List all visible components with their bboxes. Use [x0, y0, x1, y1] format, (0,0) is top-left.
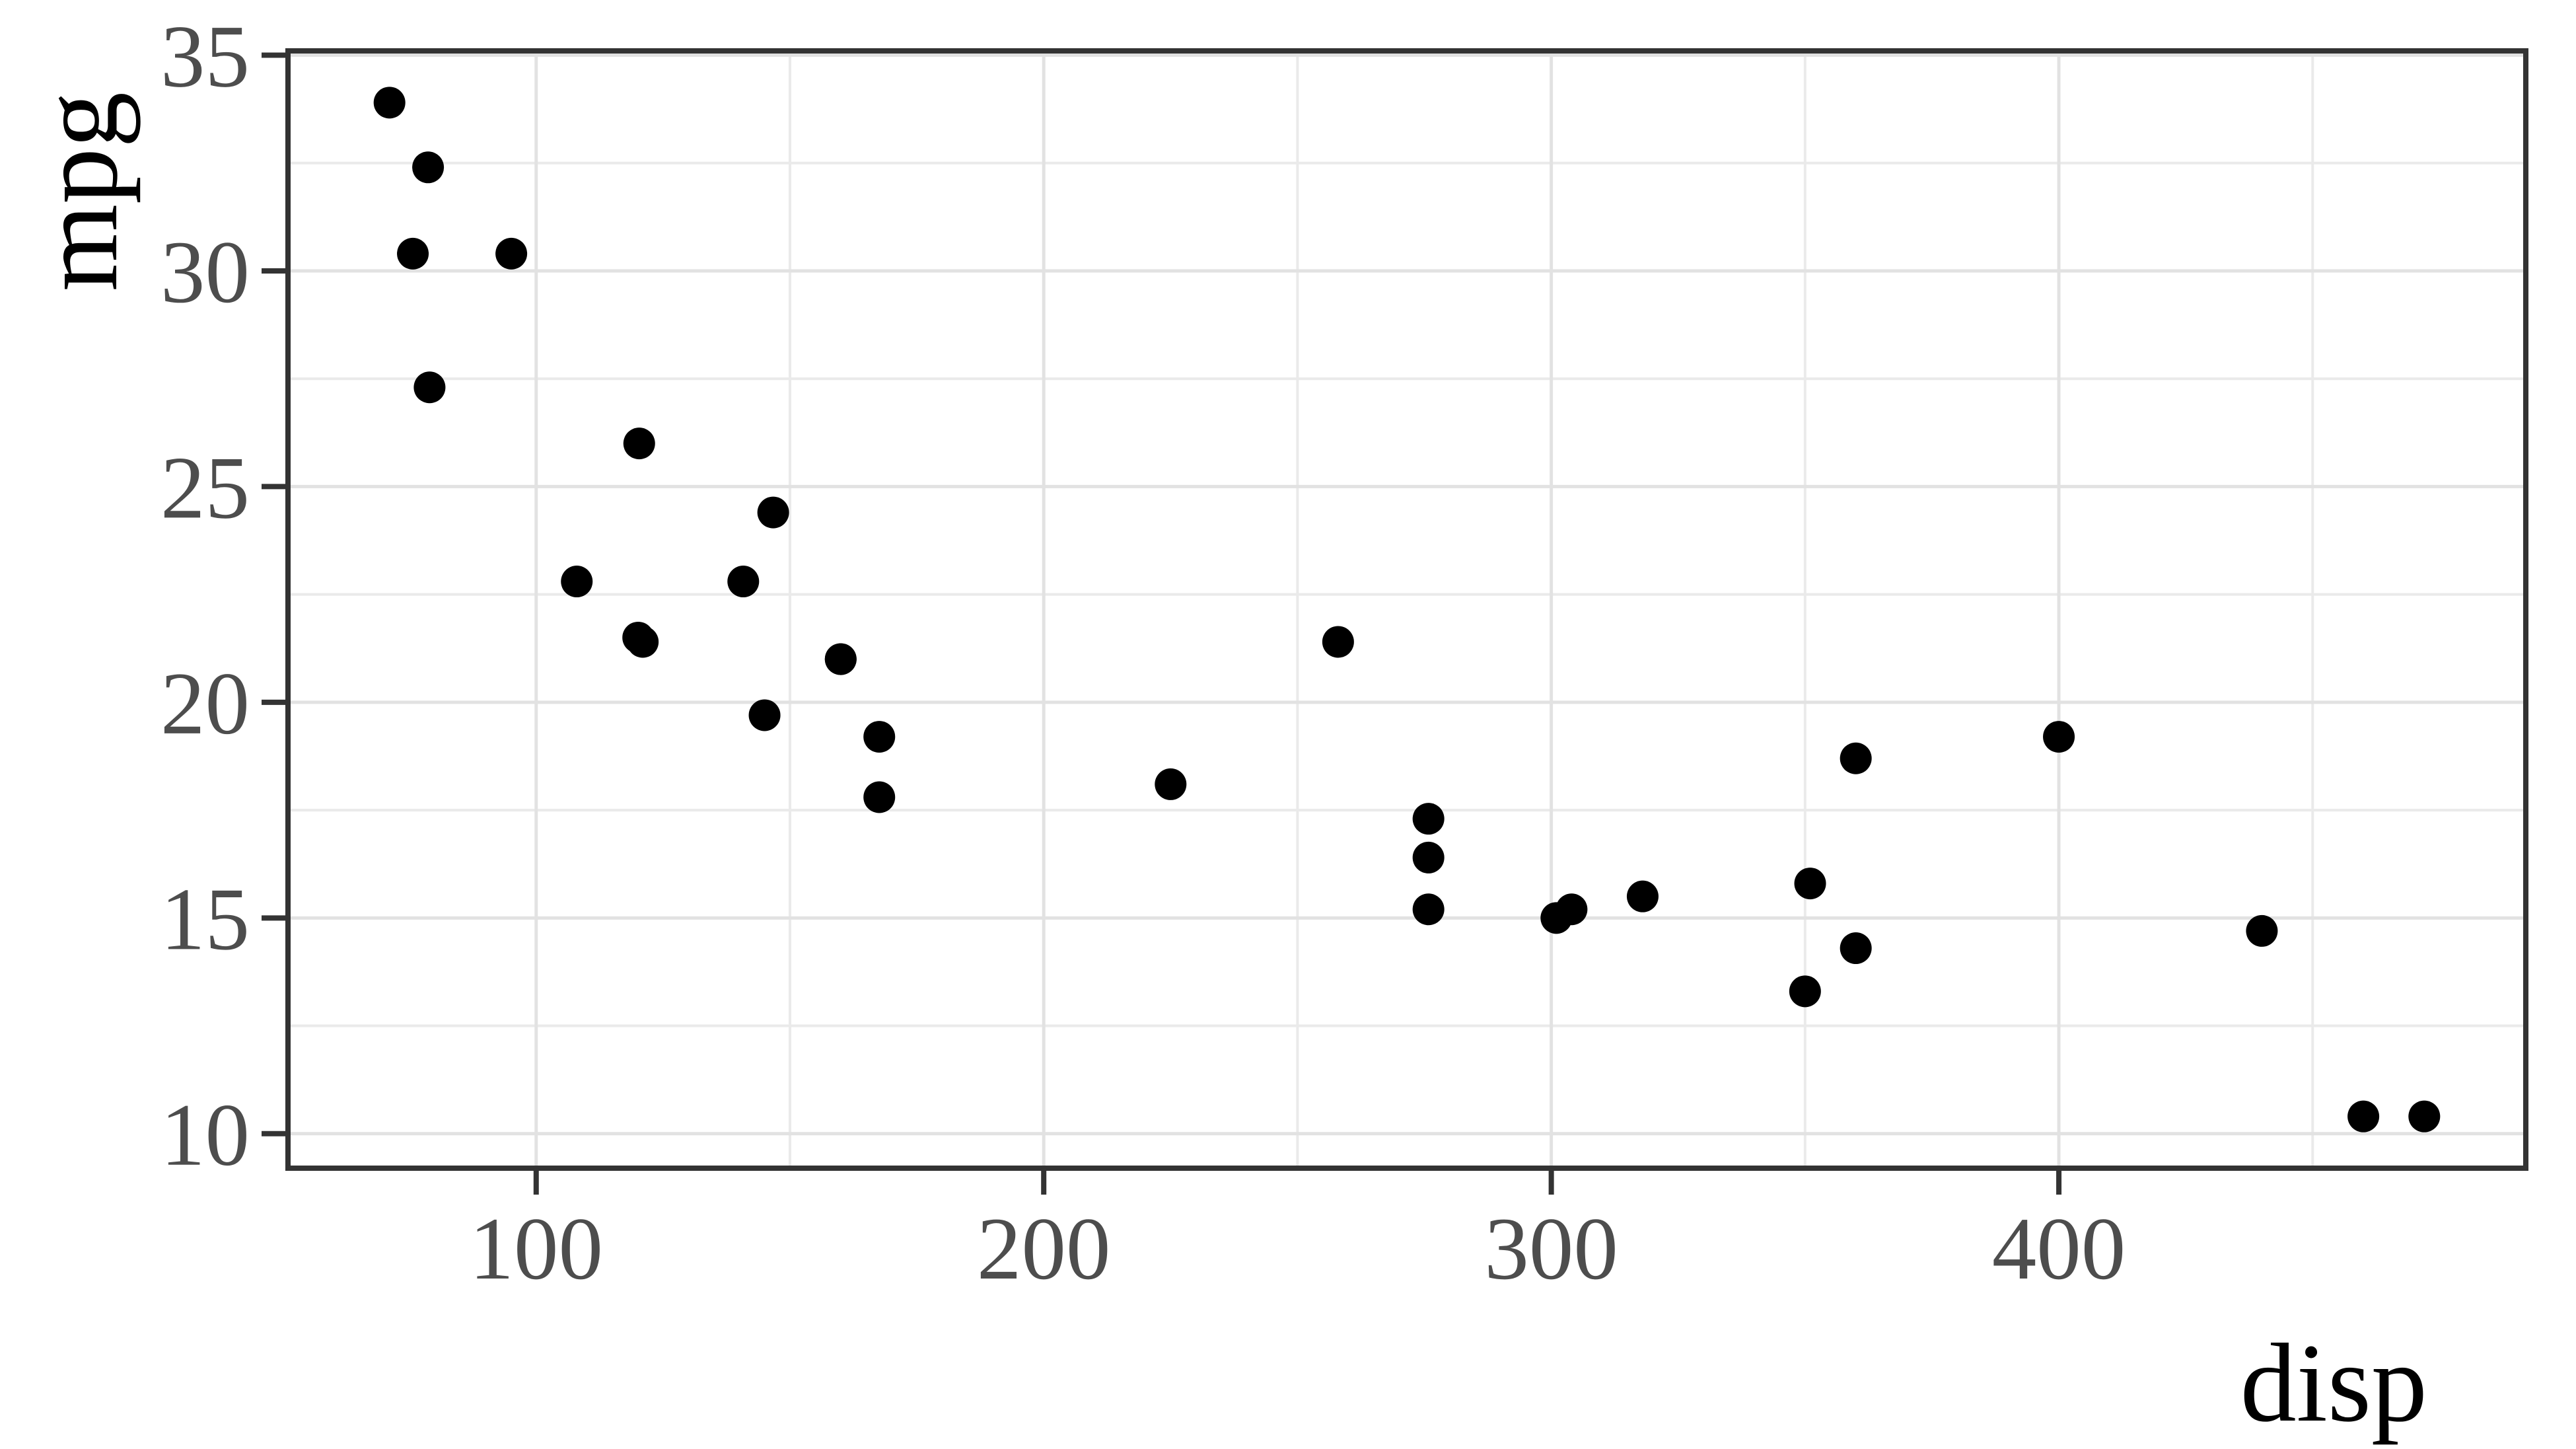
data-point	[824, 643, 857, 675]
data-point	[757, 496, 789, 529]
y-tick-label: 20	[161, 655, 250, 753]
data-point	[1840, 742, 1872, 774]
data-point	[863, 721, 896, 753]
x-tick-label: 200	[977, 1200, 1111, 1298]
y-axis-title: mpg	[17, 92, 141, 291]
data-point	[412, 151, 445, 184]
data-point	[1794, 868, 1826, 900]
x-axis-tick-marks	[533, 1168, 2062, 1195]
x-tick-label: 100	[470, 1200, 604, 1298]
y-axis-tick-marks	[262, 52, 288, 1136]
x-axis-title: disp	[2240, 1321, 2427, 1445]
data-point	[495, 237, 528, 270]
x-tick-label: 300	[1484, 1200, 1618, 1298]
y-tick-label: 25	[161, 439, 250, 537]
y-tick-label: 30	[161, 223, 250, 322]
data-points	[373, 87, 2441, 1133]
data-point	[727, 566, 760, 598]
data-point	[561, 566, 593, 598]
data-point	[1540, 902, 1573, 934]
data-point	[1155, 768, 1187, 800]
data-point	[863, 781, 896, 813]
data-point	[748, 699, 781, 731]
panel-border	[285, 48, 2528, 1171]
data-point	[623, 427, 655, 460]
y-tick-label: 35	[161, 8, 250, 106]
data-point	[1412, 893, 1445, 926]
data-point	[397, 237, 429, 270]
data-point	[2043, 721, 2075, 753]
y-tick-label: 10	[161, 1086, 250, 1185]
y-axis-tick-labels: 10 15 20 25 30 35	[161, 8, 250, 1185]
data-point	[627, 626, 659, 658]
data-point	[1840, 932, 1872, 965]
data-point	[2246, 914, 2278, 947]
x-tick-label: 400	[1992, 1200, 2126, 1298]
data-point	[1412, 803, 1445, 835]
data-point	[1626, 880, 1659, 912]
x-axis-tick-labels: 100 200 300 400	[470, 1200, 2126, 1298]
major-gridlines	[288, 51, 2526, 1168]
minor-gridlines	[288, 51, 2526, 1168]
data-point	[1789, 975, 1821, 1008]
data-point	[2347, 1100, 2380, 1133]
data-point	[373, 87, 406, 119]
data-point	[413, 371, 446, 404]
y-tick-label: 15	[161, 870, 250, 969]
data-point	[1322, 626, 1354, 658]
data-point	[1412, 841, 1445, 873]
data-point	[2408, 1100, 2441, 1133]
